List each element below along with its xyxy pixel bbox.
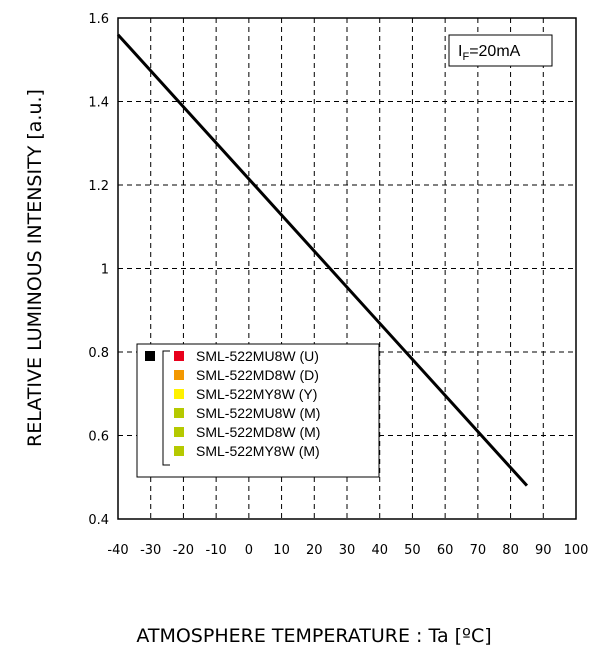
condition-box: IF=20mA	[448, 34, 553, 67]
x-tick-label: 60	[437, 543, 454, 558]
x-tick-label: 30	[339, 543, 356, 558]
legend-label: SML-522MU8W (M)	[196, 405, 320, 421]
y-tick-labels: 0.4 0.6 0.8 1 1.2 1.4 1.6	[88, 12, 109, 528]
x-tick-label: 90	[535, 543, 552, 558]
legend-label: SML-522MU8W (U)	[196, 348, 319, 364]
y-tick-label: 0.8	[88, 346, 109, 361]
legend-swatch	[174, 370, 184, 380]
legend-swatch	[174, 408, 184, 418]
legend-label: SML-522MY8W (Y)	[196, 386, 317, 402]
x-tick-label: 80	[502, 543, 519, 558]
x-tick-label: -40	[107, 543, 128, 558]
y-tick-label: 1.6	[88, 12, 109, 27]
x-tick-label: -30	[140, 543, 161, 558]
condition-label: IF=20mA	[458, 43, 521, 63]
x-tick-label: -20	[173, 543, 194, 558]
legend-bracket	[162, 350, 170, 466]
legend-swatch	[174, 351, 184, 361]
x-tick-label: 70	[470, 543, 487, 558]
condition-box-frame	[448, 34, 553, 67]
condition-prefix: I	[458, 43, 462, 60]
y-tick-label: 0.6	[88, 430, 109, 445]
plot-frame	[117, 17, 577, 520]
condition-suffix: =20mA	[469, 43, 520, 60]
x-tick-label: 100	[564, 543, 589, 558]
legend-label: SML-522MY8W (M)	[196, 443, 320, 459]
x-tick-label: 0	[245, 543, 253, 558]
y-tick-label: 1.4	[88, 96, 109, 111]
x-tick-label: 20	[306, 543, 323, 558]
legend-swatch	[174, 389, 184, 399]
series-layer	[116, 33, 529, 487]
x-tick-label: -10	[206, 543, 227, 558]
y-tick-label: 0.4	[88, 513, 109, 528]
y-axis-title: RELATIVE LUMINOUS INTENSITY [a.u.]	[24, 89, 46, 447]
series-line	[116, 33, 529, 487]
x-tick-label: 40	[371, 543, 388, 558]
y-tick-label: 1	[101, 263, 109, 278]
legend-swatch	[174, 427, 184, 437]
x-axis-title: ATMOSPHERE TEMPERATURE : Ta [ºC]	[136, 625, 491, 647]
y-tick-label: 1.2	[88, 179, 109, 194]
legend-swatch	[174, 446, 184, 456]
legend: SML-522MU8W (U) SML-522MD8W (D) SML-522MY8…	[136, 343, 380, 478]
legend-group-marker	[145, 351, 155, 361]
legend-label: SML-522MD8W (D)	[196, 367, 319, 383]
x-tick-labels: -40 -30 -20 -10 0 10 20 30 40 50 60 70 80 90 100	[107, 543, 588, 558]
x-tick-label: 10	[273, 543, 290, 558]
condition-subscript: F	[462, 51, 469, 63]
x-tick-label: 50	[404, 543, 421, 558]
legend-label: SML-522MD8W (M)	[196, 424, 320, 440]
